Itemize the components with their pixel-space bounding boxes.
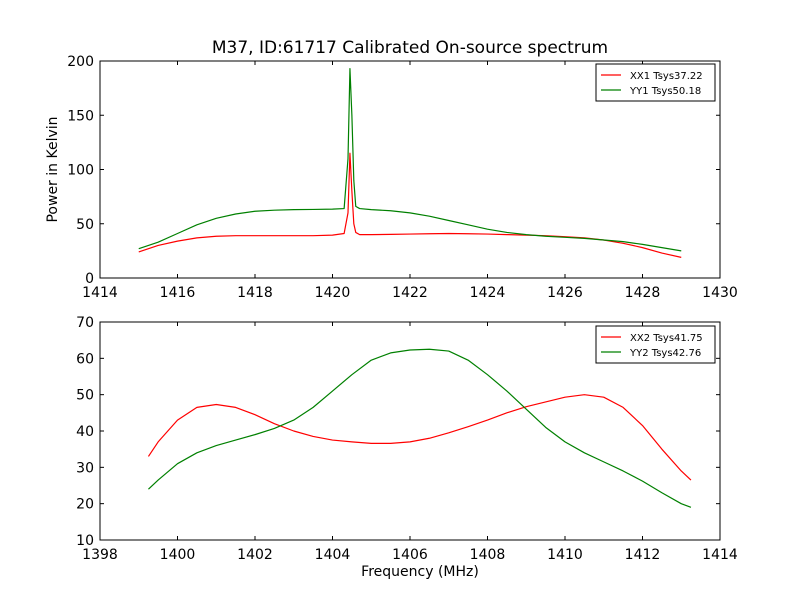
spectrum-panel-top: 1414 1416 1418 1420 1422 1424 1426 1428 1430 0 50 1… bbox=[45, 54, 738, 301]
x-tick-label: 1402 bbox=[237, 547, 273, 563]
y-tick-label: 60 bbox=[76, 351, 94, 367]
legend-box bbox=[595, 63, 716, 102]
y-tick-label: 20 bbox=[76, 497, 94, 513]
x-tick-label: 1406 bbox=[392, 547, 428, 563]
x-tick-label: 1424 bbox=[470, 285, 506, 301]
y-tick-label: 50 bbox=[76, 217, 94, 233]
x-tick-label: 1420 bbox=[315, 285, 351, 301]
x-tick-label: 1414 bbox=[82, 285, 118, 301]
y-tick-label: 10 bbox=[76, 533, 94, 549]
x-tick-label: 1416 bbox=[160, 285, 196, 301]
series-line-yy bbox=[148, 348, 692, 508]
y-tick-label: 150 bbox=[67, 108, 94, 124]
y-tick-label: 30 bbox=[76, 460, 94, 476]
legend-entry: YY1 Tsys50.18 bbox=[629, 86, 701, 97]
series-line-xx bbox=[147, 394, 692, 481]
y-axis-label: Power in Kelvin bbox=[45, 116, 61, 222]
x-tick-label: 1426 bbox=[547, 285, 583, 301]
y-tick-label: 0 bbox=[85, 271, 94, 287]
series-line-yy bbox=[138, 67, 682, 252]
y-tick-label: 200 bbox=[67, 54, 94, 70]
x-tick-label: 1410 bbox=[547, 547, 583, 563]
y-tick-label: 70 bbox=[76, 315, 94, 331]
x-tick-label: 1422 bbox=[392, 285, 428, 301]
chart-title: M37, ID:61717 Calibrated On-source spect… bbox=[212, 38, 608, 58]
x-tick-label: 1412 bbox=[625, 547, 661, 563]
legend-entry: XX1 Tsys37.22 bbox=[630, 71, 703, 82]
x-tick-label: 1408 bbox=[470, 547, 506, 563]
x-tick-label: 1430 bbox=[702, 285, 738, 301]
x-tick-label: 1398 bbox=[82, 547, 118, 563]
legend-entry: YY2 Tsys42.76 bbox=[629, 348, 701, 359]
x-tick-label: 1428 bbox=[625, 285, 661, 301]
x-tick-label: 1418 bbox=[237, 285, 273, 301]
x-tick-label: 1400 bbox=[160, 547, 196, 563]
y-tick-label: 40 bbox=[76, 424, 94, 440]
legend-box bbox=[595, 325, 716, 364]
x-tick-label: 1404 bbox=[315, 547, 351, 563]
x-tick-label: 1414 bbox=[702, 547, 738, 563]
x-axis-label: Frequency (MHz) bbox=[361, 564, 479, 580]
legend-entry: XX2 Tsys41.75 bbox=[630, 333, 703, 344]
y-tick-label: 100 bbox=[67, 163, 94, 179]
spectrum-panel-bottom: 1398 1400 1402 1404 1406 1408 1410 1412 1414 10 20… bbox=[76, 315, 738, 580]
y-tick-label: 50 bbox=[76, 388, 94, 404]
